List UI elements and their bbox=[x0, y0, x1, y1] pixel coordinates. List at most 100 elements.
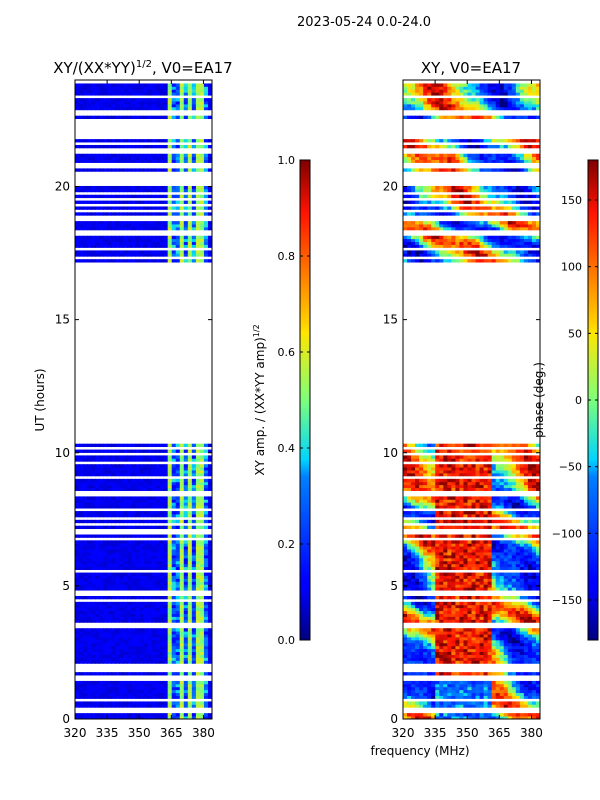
heatmap-cell bbox=[79, 153, 84, 158]
heatmap-cell bbox=[147, 83, 153, 87]
heatmap-cell bbox=[139, 235, 145, 240]
heatmap-cell bbox=[439, 680, 444, 685]
heatmap-cell bbox=[83, 587, 88, 591]
heatmap-cell bbox=[115, 206, 120, 210]
heatmap-cell bbox=[115, 549, 120, 553]
heatmap-cell bbox=[195, 235, 201, 240]
heatmap-cell bbox=[107, 235, 112, 240]
heatmap-cell bbox=[459, 642, 465, 647]
heatmap-cell bbox=[523, 563, 529, 568]
heatmap-cell bbox=[167, 704, 173, 708]
heatmap-cell bbox=[187, 86, 193, 90]
heatmap-cell bbox=[79, 464, 84, 468]
heatmap-cell bbox=[403, 587, 408, 591]
heatmap-cell bbox=[439, 604, 444, 609]
heatmap-cell bbox=[535, 616, 540, 620]
heatmap-cell bbox=[451, 672, 456, 676]
chart1-ylabel: UT (hours) bbox=[33, 368, 47, 431]
heatmap-cell bbox=[419, 575, 424, 579]
heatmap-cell bbox=[503, 560, 509, 565]
heatmap-cell bbox=[491, 651, 497, 655]
heatmap-cell bbox=[187, 472, 193, 477]
heatmap-cell bbox=[107, 716, 112, 719]
heatmap-cell bbox=[111, 645, 116, 650]
heatmap-cell bbox=[187, 540, 193, 544]
heatmap-cell bbox=[179, 238, 185, 243]
heatmap-cell bbox=[103, 692, 108, 696]
heatmap-cell bbox=[199, 572, 205, 576]
heatmap-cell bbox=[167, 642, 173, 647]
heatmap-cell bbox=[403, 648, 408, 653]
heatmap-cell bbox=[159, 221, 165, 225]
heatmap-cell bbox=[139, 552, 145, 556]
heatmap-cell bbox=[143, 221, 149, 225]
heatmap-cell bbox=[119, 584, 124, 588]
heatmap-cell bbox=[131, 619, 137, 623]
heatmap-cell bbox=[79, 704, 84, 708]
heatmap-cell bbox=[487, 581, 493, 585]
heatmap-cell bbox=[171, 552, 177, 556]
heatmap-cell bbox=[147, 144, 153, 149]
heatmap-cell bbox=[419, 648, 424, 653]
heatmap-cell bbox=[199, 496, 205, 500]
heatmap-cell bbox=[183, 499, 189, 503]
heatmap-cell bbox=[499, 601, 505, 606]
heatmap-cell bbox=[131, 253, 137, 257]
heatmap-cell bbox=[151, 704, 157, 708]
heatmap-cell bbox=[459, 607, 465, 612]
heatmap-cell bbox=[187, 139, 193, 143]
heatmap-cell bbox=[111, 563, 116, 568]
heatmap-cell bbox=[191, 619, 197, 623]
heatmap-cell bbox=[83, 153, 88, 158]
heatmap-cell bbox=[147, 692, 153, 696]
heatmap-cell bbox=[79, 496, 84, 500]
heatmap-cell bbox=[491, 610, 497, 614]
heatmap-cell bbox=[151, 188, 157, 193]
heatmap-cell bbox=[207, 540, 212, 544]
heatmap-cell bbox=[179, 103, 185, 108]
heatmap-cell bbox=[159, 464, 165, 468]
heatmap-cell bbox=[151, 534, 157, 538]
heatmap-cell bbox=[187, 595, 193, 600]
heatmap-cell bbox=[159, 98, 165, 102]
heatmap-cell bbox=[159, 584, 165, 588]
heatmap-cell bbox=[475, 581, 481, 585]
heatmap-cell bbox=[155, 89, 161, 93]
heatmap-cell bbox=[143, 610, 149, 614]
heatmap-cell bbox=[427, 642, 432, 647]
heatmap-cell bbox=[439, 660, 444, 664]
heatmap-cell bbox=[95, 554, 100, 559]
heatmap-cell bbox=[183, 637, 189, 641]
heatmap-cell bbox=[191, 212, 197, 216]
heatmap-cell bbox=[119, 540, 124, 544]
heatmap-cell bbox=[203, 557, 209, 562]
heatmap-cell bbox=[527, 546, 533, 550]
heatmap-cell bbox=[479, 651, 485, 655]
heatmap-cell bbox=[419, 587, 424, 591]
heatmap-cell bbox=[459, 554, 465, 559]
heatmap-cell bbox=[143, 188, 149, 193]
heatmap-cell bbox=[455, 645, 461, 650]
heatmap-cell bbox=[495, 601, 501, 606]
heatmap-cell bbox=[419, 660, 424, 664]
heatmap-cell bbox=[163, 499, 169, 503]
heatmap-cell bbox=[75, 224, 80, 228]
heatmap-cell bbox=[459, 639, 465, 644]
heatmap-cell bbox=[507, 631, 513, 635]
heatmap-cell bbox=[167, 637, 173, 641]
heatmap-cell bbox=[151, 241, 157, 245]
heatmap-cell bbox=[403, 713, 408, 717]
heatmap-cell bbox=[455, 672, 461, 676]
heatmap-cell bbox=[411, 552, 416, 556]
heatmap-cell bbox=[163, 563, 169, 568]
heatmap-cell bbox=[171, 253, 177, 257]
heatmap-cell bbox=[183, 194, 189, 199]
heatmap-cell bbox=[123, 449, 128, 453]
heatmap-cell bbox=[467, 584, 473, 588]
heatmap-cell bbox=[159, 238, 165, 243]
heatmap-cell bbox=[147, 654, 153, 658]
heatmap-cell bbox=[135, 692, 141, 696]
heatmap-cell bbox=[111, 115, 116, 120]
heatmap-cell bbox=[503, 686, 509, 691]
heatmap-cell bbox=[487, 660, 493, 664]
